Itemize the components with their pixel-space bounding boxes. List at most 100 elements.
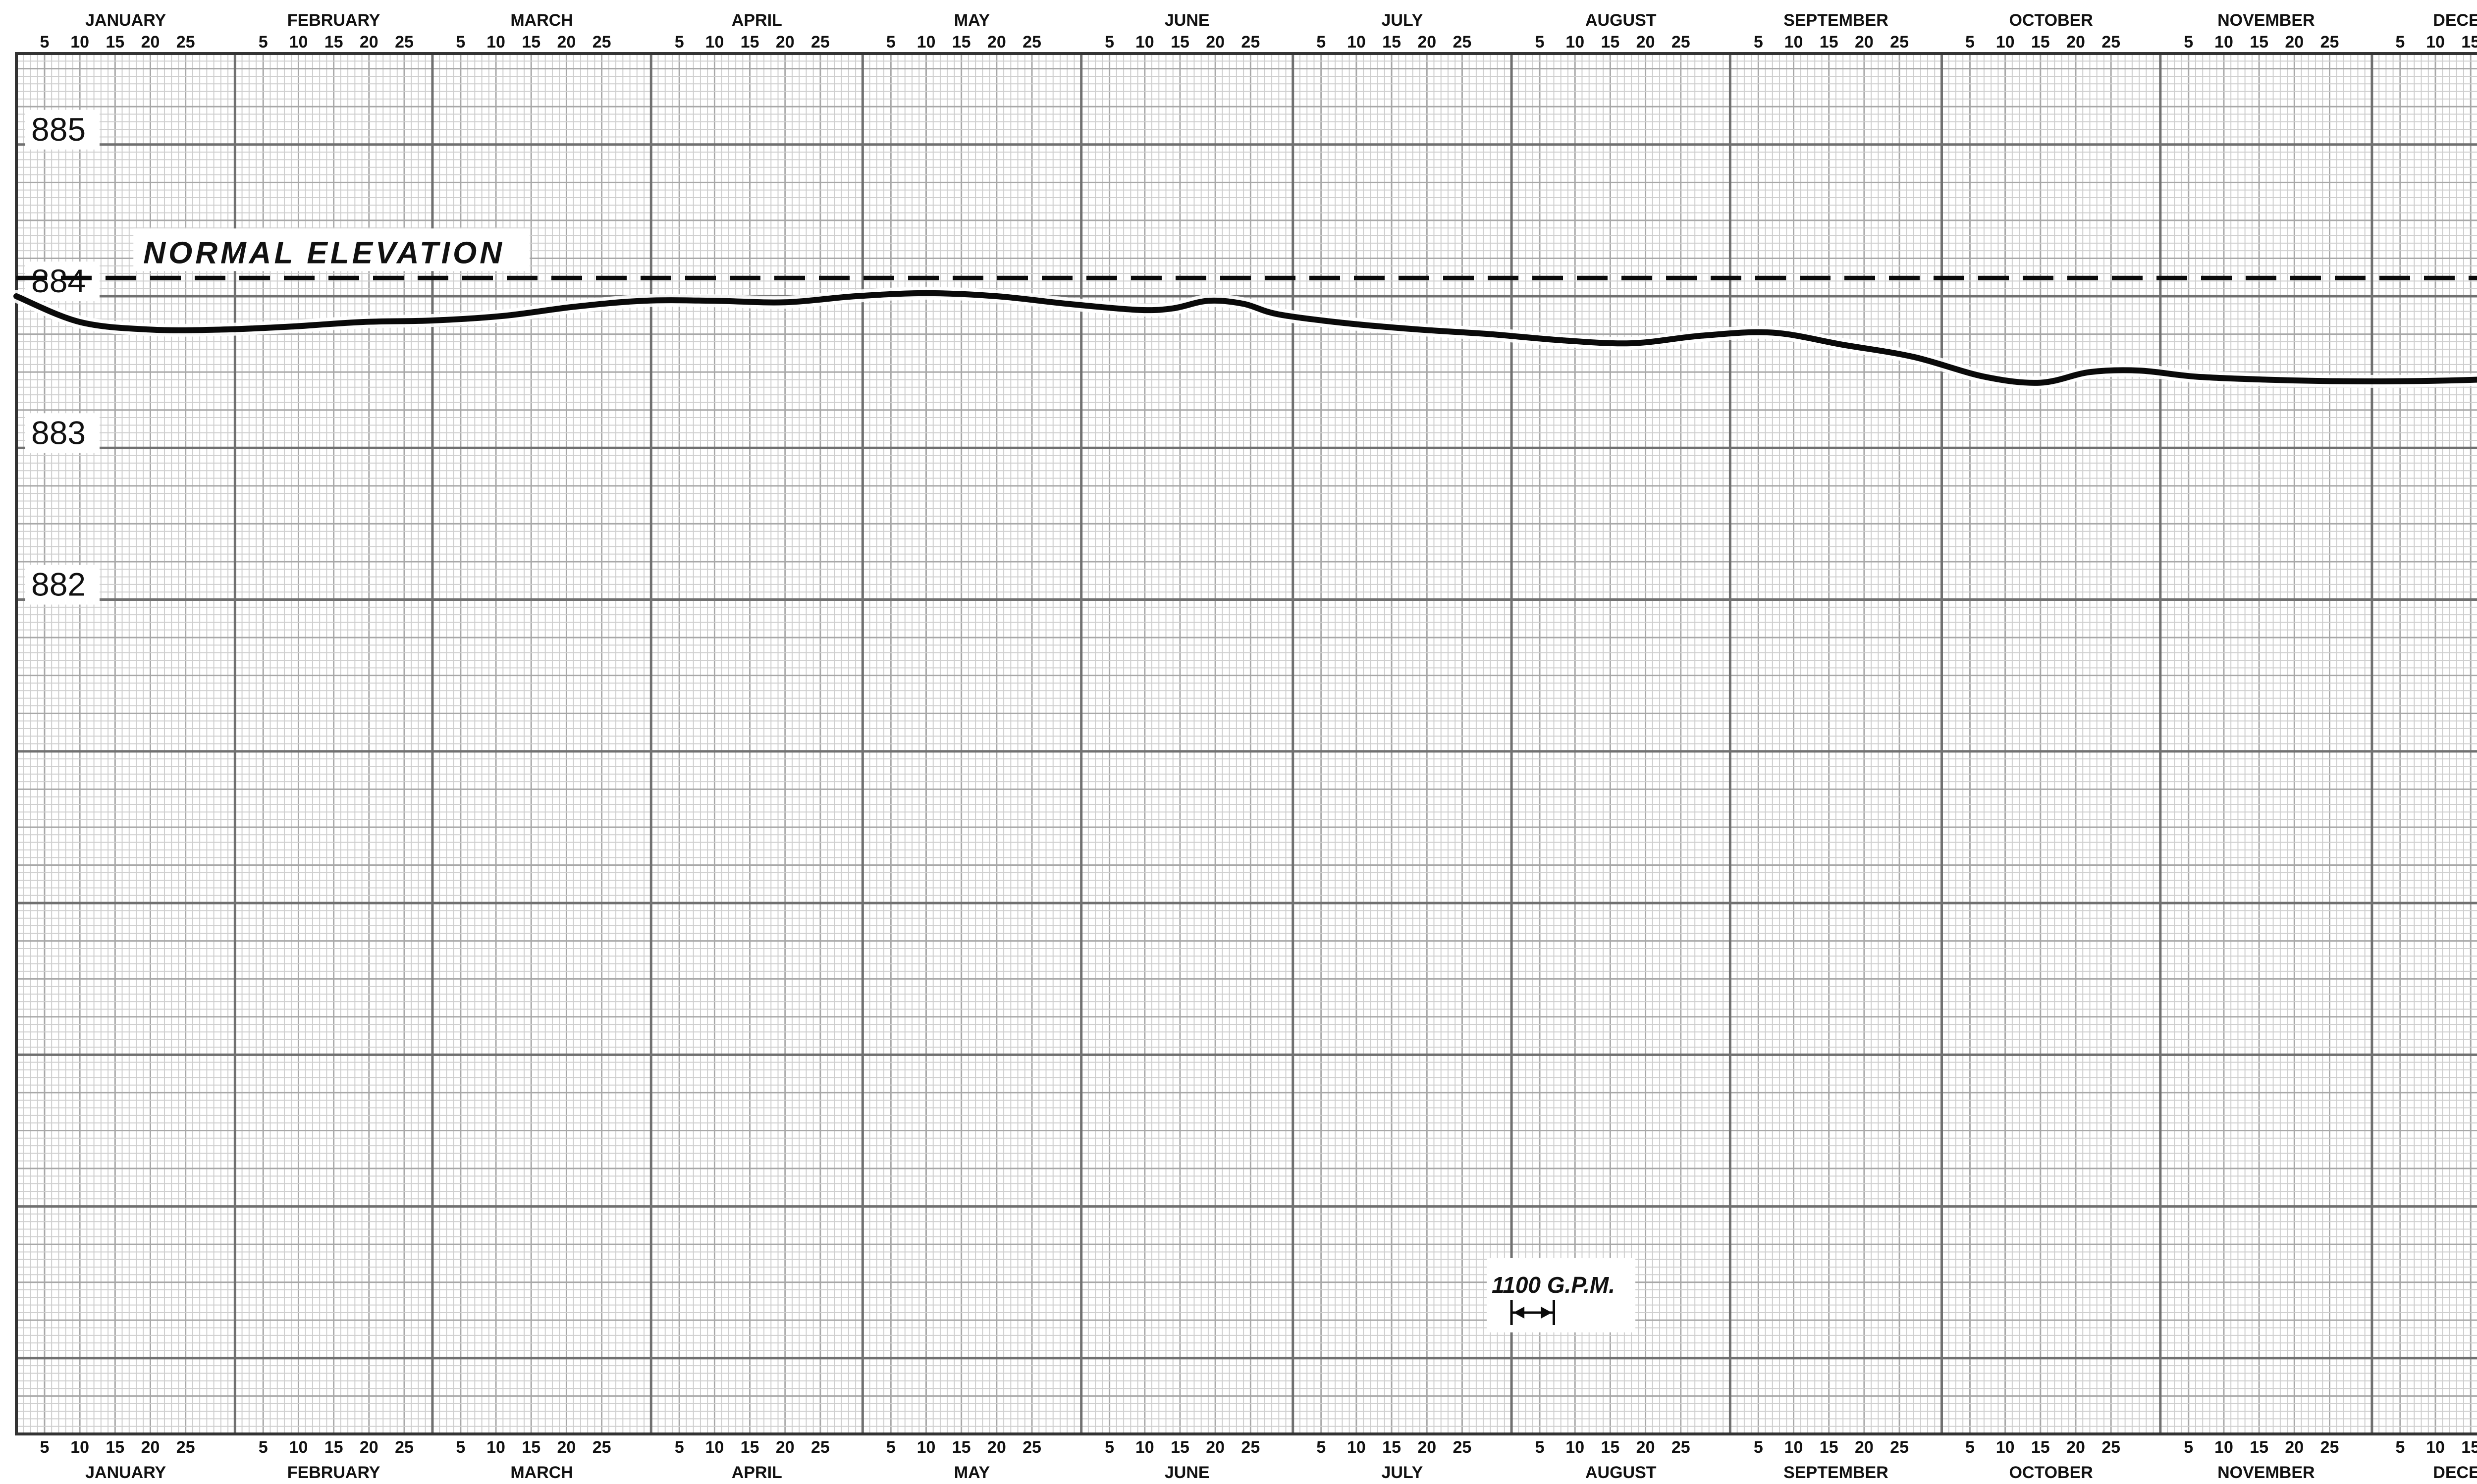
day-label-bottom: 25 [176, 1438, 195, 1457]
day-label-bottom: 15 [1171, 1438, 1189, 1457]
day-label-bottom: 25 [811, 1438, 830, 1457]
day-label-bottom: 25 [2320, 1438, 2339, 1457]
day-label-top: 15 [1171, 33, 1189, 52]
day-label-bottom: 25 [1241, 1438, 1260, 1457]
day-label-top: 10 [917, 33, 936, 52]
day-label-bottom: 20 [360, 1438, 378, 1457]
day-label-bottom: 5 [1316, 1438, 1326, 1457]
day-label-top: 25 [1671, 33, 1690, 52]
elevation-label-bg-left [25, 565, 100, 605]
day-label-top: 15 [106, 33, 124, 52]
month-label-top: NOVEMBER [2217, 11, 2315, 30]
elevation-label-bg-left [25, 262, 100, 302]
elevation-labels: 885885884884883883882882 [25, 109, 100, 605]
day-label-top: 5 [1754, 33, 1763, 52]
day-label-bottom: 25 [395, 1438, 414, 1457]
day-label-top: 10 [486, 33, 505, 52]
day-label-top: 15 [2461, 33, 2477, 52]
day-label-top: 25 [1241, 33, 1260, 52]
elevation-label-left: 884 [31, 263, 86, 299]
day-label-top: 5 [456, 33, 465, 52]
day-label-top: 5 [40, 33, 49, 52]
day-label-bottom: 25 [2101, 1438, 2120, 1457]
day-label-top: 20 [1855, 33, 1874, 52]
day-label-top: 10 [1996, 33, 2015, 52]
month-label-bottom: NOVEMBER [2217, 1463, 2315, 1482]
day-label-top: 5 [259, 33, 268, 52]
day-label-bottom: 10 [1347, 1438, 1366, 1457]
day-label-top: 25 [1890, 33, 1909, 52]
day-label-bottom: 15 [741, 1438, 759, 1457]
day-label-bottom: 25 [1453, 1438, 1472, 1457]
day-label-bottom: 5 [1754, 1438, 1763, 1457]
month-label-bottom: MARCH [510, 1463, 573, 1482]
day-label-top: 5 [1535, 33, 1545, 52]
day-label-top: 10 [70, 33, 89, 52]
day-label-top: 15 [1820, 33, 1838, 52]
chart-grid [15, 52, 2477, 1435]
month-label-bottom: JULY [1382, 1463, 1423, 1482]
day-label-top: 20 [1636, 33, 1655, 52]
month-label-bottom: JUNE [1165, 1463, 1210, 1482]
day-label-top: 25 [2101, 33, 2120, 52]
day-label-top: 5 [675, 33, 684, 52]
day-label-top: 25 [176, 33, 195, 52]
day-label-top: 5 [2184, 33, 2193, 52]
day-label-top: 5 [1316, 33, 1326, 52]
day-label-top: 15 [2031, 33, 2050, 52]
day-label-top: 25 [811, 33, 830, 52]
day-label-bottom: 20 [2285, 1438, 2304, 1457]
annotation-arrow-right [1541, 1306, 1552, 1319]
day-label-top: 20 [987, 33, 1006, 52]
plot-frame [15, 52, 2477, 1435]
day-label-bottom: 10 [1135, 1438, 1154, 1457]
day-label-top: 10 [1135, 33, 1154, 52]
day-label-bottom: 5 [259, 1438, 268, 1457]
day-label-top: 20 [776, 33, 795, 52]
day-label-top: 10 [2426, 33, 2445, 52]
day-label-top: 20 [360, 33, 378, 52]
day-label-top: 5 [1965, 33, 1975, 52]
elevation-label-left: 883 [31, 414, 86, 451]
day-label-top: 20 [2066, 33, 2085, 52]
elevation-label-bg-left [25, 109, 100, 150]
day-label-top: 25 [592, 33, 611, 52]
day-label-top: 25 [395, 33, 414, 52]
day-label-bottom: 5 [1535, 1438, 1545, 1457]
day-label-bottom: 10 [1996, 1438, 2015, 1457]
month-label-bottom: SEPTEMBER [1783, 1463, 1888, 1482]
elevation-label-left: 885 [31, 111, 86, 148]
day-label-bottom: 5 [886, 1438, 896, 1457]
normal-elevation-label: NORMAL ELEVATION [143, 236, 505, 270]
day-label-top: 15 [1382, 33, 1401, 52]
month-label-top: MARCH [510, 11, 573, 30]
day-label-bottom: 5 [456, 1438, 465, 1457]
day-label-bottom: 15 [106, 1438, 124, 1457]
day-label-bottom: 15 [952, 1438, 971, 1457]
month-label-bottom: DECEMBER [2433, 1463, 2477, 1482]
day-label-top: 15 [741, 33, 759, 52]
elevation-line [13, 290, 2477, 386]
day-label-top: 20 [1206, 33, 1225, 52]
day-label-bottom: 15 [1820, 1438, 1838, 1457]
month-label-top: SEPTEMBER [1783, 11, 1888, 30]
day-label-top: 10 [705, 33, 724, 52]
day-label-bottom: 5 [1965, 1438, 1975, 1457]
day-label-bottom: 10 [1565, 1438, 1584, 1457]
day-label-bottom: 20 [1206, 1438, 1225, 1457]
month-label-bottom: APRIL [732, 1463, 782, 1482]
day-label-top: 10 [2214, 33, 2233, 52]
day-label-top: 25 [2320, 33, 2339, 52]
day-label-top: 20 [2285, 33, 2304, 52]
chart-annotations: 1100 G.P.M. [1487, 1258, 1636, 1332]
day-label-bottom: 20 [557, 1438, 576, 1457]
day-label-bottom: 10 [2214, 1438, 2233, 1457]
elevation-label-bg-left [25, 413, 100, 453]
month-label-bottom: FEBRUARY [287, 1463, 380, 1482]
day-label-top: 20 [1417, 33, 1436, 52]
month-label-top: AUGUST [1585, 11, 1657, 30]
day-label-bottom: 15 [2031, 1438, 2050, 1457]
normal-elevation-label-bg [133, 228, 530, 271]
month-label-top: OCTOBER [2009, 11, 2093, 30]
